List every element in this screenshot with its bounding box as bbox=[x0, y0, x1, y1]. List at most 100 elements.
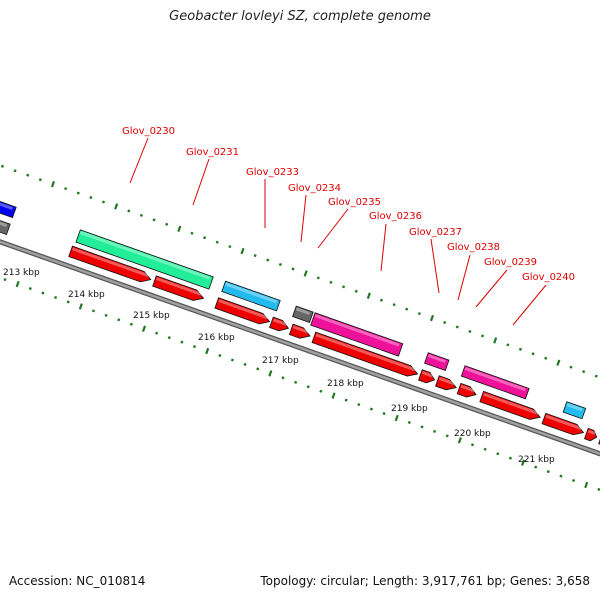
gene-label-glov-0234: Glov_0234 bbox=[288, 183, 341, 194]
leader-line-7 bbox=[430, 238, 440, 294]
outer-tick-41 bbox=[506, 343, 510, 347]
inner-tick-42 bbox=[483, 447, 487, 451]
inner-tick-33 bbox=[369, 407, 373, 411]
cds-arrow-11 bbox=[541, 412, 585, 436]
outer-tick-28 bbox=[342, 285, 346, 289]
gene-labels: Glov_0230 Glov_0231 Glov_0233 Glov_0234 … bbox=[122, 126, 575, 283]
feature-glov-0230-shape bbox=[75, 229, 214, 290]
cds-arrow-8-gloss bbox=[438, 377, 455, 386]
cds-arrow-7 bbox=[418, 369, 436, 384]
gene-label-glov-0238: Glov_0238 bbox=[447, 242, 500, 253]
inner-tick-24 bbox=[256, 367, 260, 371]
inner-tick-41 bbox=[470, 443, 475, 447]
gene-label-glov-0231: Glov_0231 bbox=[186, 147, 239, 158]
inner-tick-35 bbox=[394, 414, 399, 422]
cds-arrow-9-gloss bbox=[460, 384, 475, 393]
feature-glov-0234 bbox=[292, 305, 314, 324]
cds-arrow-12 bbox=[584, 427, 598, 442]
cds-arrow-4 bbox=[269, 316, 290, 332]
feature-glov-0237 bbox=[424, 352, 450, 372]
outer-tick-45 bbox=[556, 359, 561, 366]
outer-tick-46 bbox=[569, 365, 573, 369]
inner-tick-21 bbox=[218, 353, 222, 358]
feature-grey-left-shape bbox=[0, 203, 11, 236]
outer-tick-24 bbox=[291, 267, 295, 271]
cds-arrow-6 bbox=[311, 331, 419, 377]
leader-line-4 bbox=[300, 194, 307, 243]
outer-tick-5 bbox=[50, 180, 56, 188]
outer-tick-35 bbox=[429, 314, 435, 322]
inner-tick-46 bbox=[534, 465, 538, 469]
inner-tick-44 bbox=[508, 456, 512, 460]
outer-tick-30 bbox=[366, 292, 371, 299]
feature-glov-0233-gloss bbox=[225, 282, 278, 304]
inner-tick-11 bbox=[91, 309, 96, 313]
cds-arrow-2 bbox=[152, 275, 205, 301]
outer-tick-21 bbox=[253, 254, 257, 258]
cds-arrow-13-shape bbox=[598, 432, 600, 452]
cds-arrow-6-shape bbox=[311, 331, 419, 377]
outer-tick-19 bbox=[228, 245, 232, 249]
outer-tick-17 bbox=[203, 236, 207, 240]
outer-tick-47 bbox=[582, 370, 586, 374]
leader-line-8 bbox=[457, 254, 471, 301]
inner-tick-22 bbox=[230, 358, 234, 362]
outer-tick-18 bbox=[215, 240, 219, 244]
label-leader-lines bbox=[129, 137, 547, 326]
feature-glov-0235-0236-gloss bbox=[314, 314, 400, 347]
leader-line-10 bbox=[512, 284, 547, 326]
outer-tick-36 bbox=[443, 321, 447, 325]
outer-tick-22 bbox=[266, 258, 270, 262]
outer-tick-38 bbox=[468, 329, 472, 333]
cds-arrow-7-shape bbox=[418, 369, 436, 384]
cds-arrow-1-gloss bbox=[72, 247, 150, 278]
cds-arrow-3-shape bbox=[214, 297, 271, 325]
scale-label-217: 217 kbp bbox=[262, 356, 299, 366]
leader-line-1 bbox=[129, 137, 149, 184]
feature-glov-0233 bbox=[221, 280, 281, 312]
cds-arrow-2-shape bbox=[152, 275, 205, 301]
leader-line-5 bbox=[317, 208, 349, 249]
inner-tick-9 bbox=[66, 300, 70, 304]
outer-tick-6 bbox=[64, 187, 68, 191]
outer-tick-10 bbox=[114, 203, 119, 210]
outer-tick-40 bbox=[493, 337, 498, 344]
scale-label-221: 221 kbp bbox=[518, 455, 555, 465]
outer-tick-33 bbox=[405, 307, 409, 311]
outer-tick-3 bbox=[26, 173, 30, 177]
cds-arrow-6-gloss bbox=[315, 333, 417, 372]
outer-tick-15 bbox=[177, 225, 182, 232]
feature-blue bbox=[0, 186, 17, 219]
inner-tick-19 bbox=[193, 345, 197, 349]
inner-tick-13 bbox=[117, 318, 121, 322]
feature-glov-0239-gloss bbox=[464, 367, 526, 392]
scale-label-213: 213 kbp bbox=[3, 268, 40, 278]
feature-cyan-right bbox=[562, 401, 587, 420]
inner-tick-17 bbox=[167, 336, 171, 340]
cds-arrow-5 bbox=[288, 323, 311, 339]
inner-tick-23 bbox=[243, 362, 247, 366]
cds-arrow-11-shape bbox=[541, 412, 585, 436]
inner-tick-32 bbox=[357, 403, 361, 407]
outer-tick-16 bbox=[190, 231, 194, 235]
outer-tick-29 bbox=[354, 289, 358, 293]
outer-tick-14 bbox=[165, 222, 169, 226]
inner-tick-4 bbox=[3, 278, 7, 282]
feature-glov-0237-shape bbox=[424, 352, 450, 372]
cds-arrow-10-gloss bbox=[483, 392, 539, 415]
inner-tick-26 bbox=[281, 376, 285, 380]
map-title: Geobacter lovleyi SZ, complete genome bbox=[169, 9, 431, 24]
inner-tick-7 bbox=[41, 291, 45, 295]
cds-arrow-8 bbox=[435, 375, 457, 391]
leader-line-2 bbox=[192, 158, 210, 206]
inner-tick-30 bbox=[331, 392, 336, 399]
cds-arrow-5-gloss bbox=[292, 325, 309, 334]
outer-tick-26 bbox=[316, 276, 320, 280]
outer-tick-1 bbox=[0, 164, 4, 168]
cds-arrow-2-gloss bbox=[155, 277, 203, 296]
inner-tick-34 bbox=[382, 412, 386, 416]
outer-tick-12 bbox=[139, 213, 143, 217]
inner-tick-50 bbox=[584, 481, 589, 489]
accession-text: Accession: NC_010814 bbox=[9, 574, 146, 588]
